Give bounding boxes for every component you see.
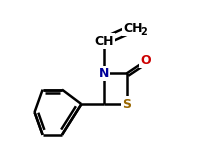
Text: CH: CH — [94, 35, 114, 48]
Text: N: N — [99, 67, 109, 80]
Text: O: O — [141, 54, 151, 67]
Text: S: S — [122, 98, 131, 111]
Text: CH: CH — [123, 22, 143, 35]
Text: 2: 2 — [140, 27, 147, 37]
